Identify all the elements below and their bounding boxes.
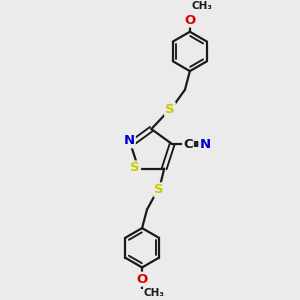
Text: S: S [130, 161, 140, 175]
Text: S: S [154, 183, 164, 196]
Text: C: C [183, 138, 193, 151]
Text: O: O [136, 273, 148, 286]
Text: CH₃: CH₃ [192, 1, 213, 11]
Text: N: N [200, 138, 211, 151]
Text: CH₃: CH₃ [144, 288, 165, 298]
Text: N: N [124, 134, 135, 147]
Text: S: S [165, 103, 175, 116]
Text: O: O [184, 14, 196, 26]
